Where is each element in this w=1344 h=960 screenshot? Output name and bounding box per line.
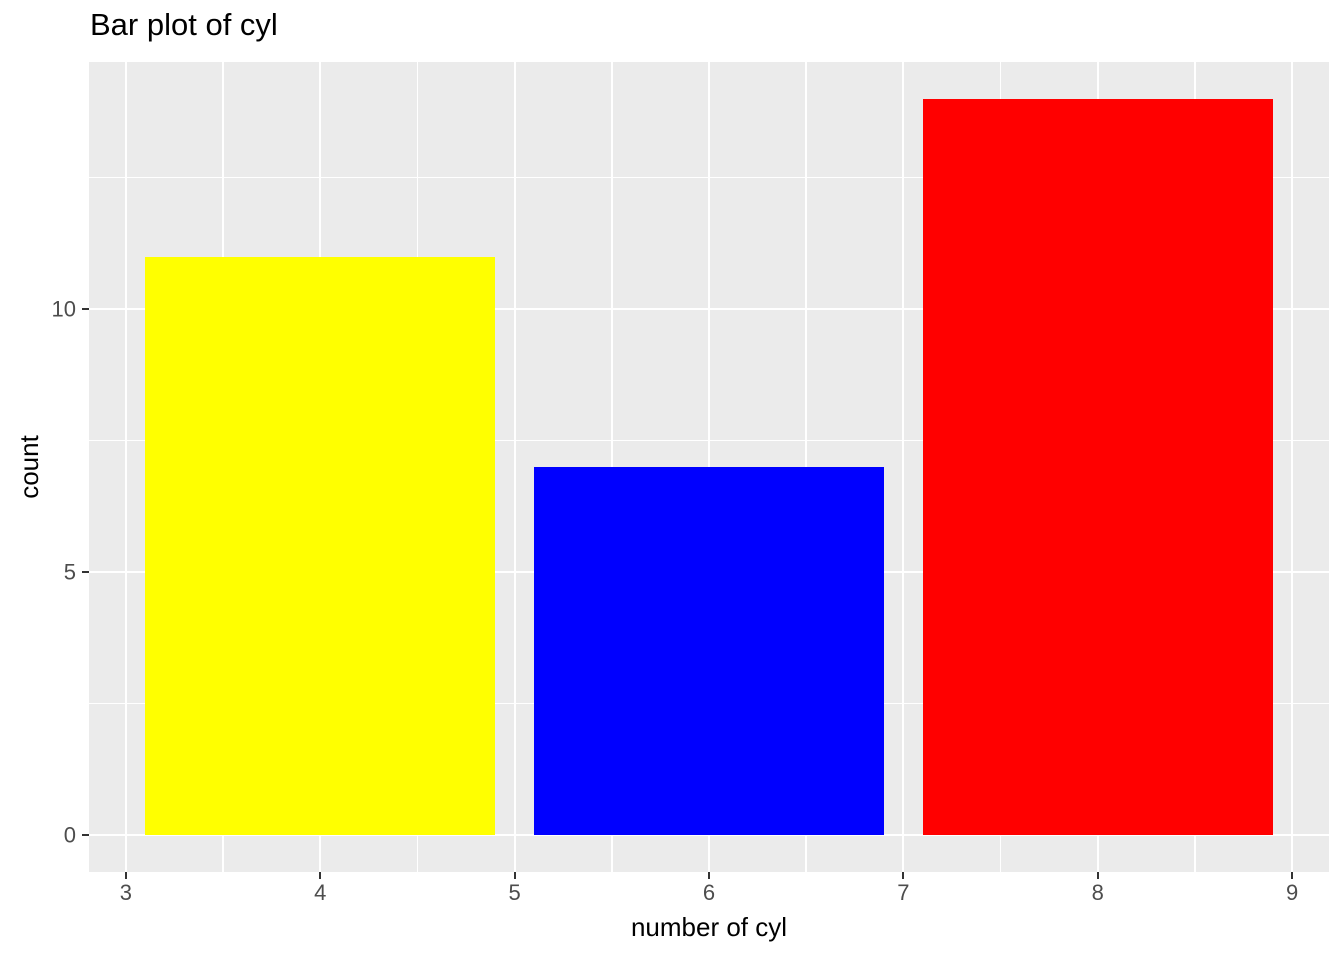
x-tick-4 (319, 872, 322, 879)
x-tick-label-5: 5 (508, 880, 521, 905)
bar-cyl-8 (922, 98, 1273, 836)
x-major-gridline-7 (902, 62, 905, 872)
x-tick-label-3: 3 (119, 880, 133, 905)
x-tick-label-7: 7 (897, 880, 910, 905)
plot-title: Bar plot of cyl (90, 7, 278, 42)
x-major-gridline-9 (1291, 62, 1294, 872)
x-major-gridline-3 (124, 62, 127, 872)
y-tick-0 (82, 834, 89, 837)
x-tick-label-9: 9 (1285, 880, 1299, 905)
x-major-gridline-5 (513, 62, 516, 872)
bar-cyl-4 (145, 256, 496, 836)
plot-panel (89, 62, 1329, 872)
y-tick-label-5: 5 (63, 559, 76, 585)
y-tick-10 (82, 308, 89, 311)
x-tick-9 (1291, 872, 1294, 879)
y-tick-label-0: 0 (63, 822, 76, 848)
y-axis-title: count (14, 435, 44, 499)
y-tick-5 (82, 571, 89, 574)
y-tick-label-10: 10 (51, 296, 76, 322)
x-tick-label-8: 8 (1091, 880, 1104, 905)
x-tick-7 (902, 872, 905, 879)
x-tick-label-4: 4 (314, 880, 327, 905)
x-axis-title: number of cyl (630, 912, 788, 942)
x-tick-5 (513, 872, 516, 879)
x-tick-8 (1096, 872, 1099, 879)
x-tick-6 (708, 872, 710, 879)
x-tick-3 (124, 872, 127, 879)
bar-cyl-6 (534, 467, 884, 836)
x-tick-label-6: 6 (702, 880, 716, 905)
